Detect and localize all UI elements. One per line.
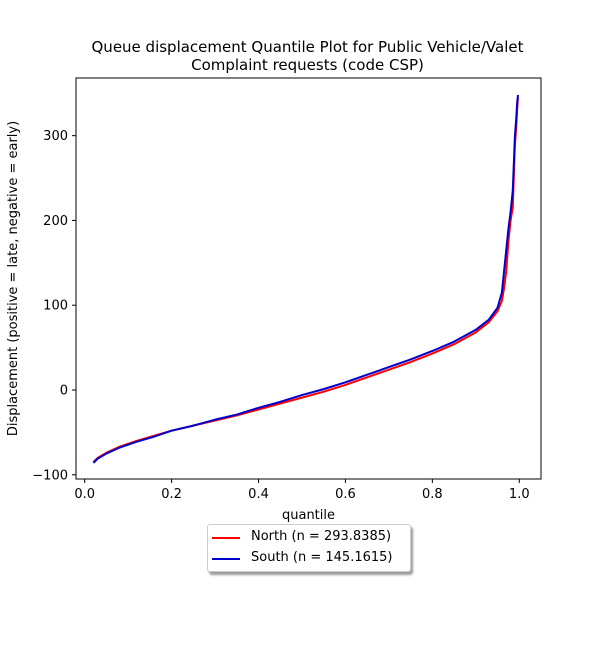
x-tick-label: 0.4 (248, 487, 269, 502)
x-tick-label: 0.0 (74, 487, 95, 502)
y-axis-ticks: −100 0 100 200 300 (32, 129, 76, 483)
legend-item-north: North (n = 293.8385) (208, 528, 410, 548)
legend-swatch-north (212, 537, 240, 539)
series-line-south (92, 94, 519, 464)
legend-label-south: South (n = 145.1615) (251, 550, 393, 565)
x-axis-label: quantile (282, 508, 335, 523)
chart-title: Queue displacement Quantile Plot for Pub… (92, 38, 524, 74)
chart-title-line-2: Complaint requests (code CSP) (191, 56, 424, 74)
x-tick-label: 0.8 (422, 487, 443, 502)
y-tick-label: 300 (43, 129, 68, 144)
series-line-north (92, 97, 519, 463)
series-layer (92, 94, 519, 464)
x-tick-label: 0.2 (161, 487, 182, 502)
legend-item-south: South (n = 145.1615) (208, 549, 410, 569)
y-axis-label: Displacement (positive = late, negative … (6, 121, 21, 436)
plot-frame (75, 77, 542, 480)
x-axis-ticks: 0.0 0.2 0.4 0.6 0.8 1.0 (74, 479, 530, 502)
y-tick-label: −100 (32, 468, 68, 483)
legend-label-north: North (n = 293.8385) (251, 529, 392, 544)
x-tick-label: 1.0 (509, 487, 530, 502)
legend-swatch-south (212, 558, 240, 560)
legend: North (n = 293.8385) South (n = 145.1615… (207, 524, 411, 572)
y-tick-label: 100 (43, 299, 68, 314)
y-tick-label: 200 (43, 214, 68, 229)
chart-title-line-1: Queue displacement Quantile Plot for Pub… (92, 38, 524, 56)
x-tick-label: 0.6 (335, 487, 356, 502)
y-tick-label: 0 (60, 383, 68, 398)
